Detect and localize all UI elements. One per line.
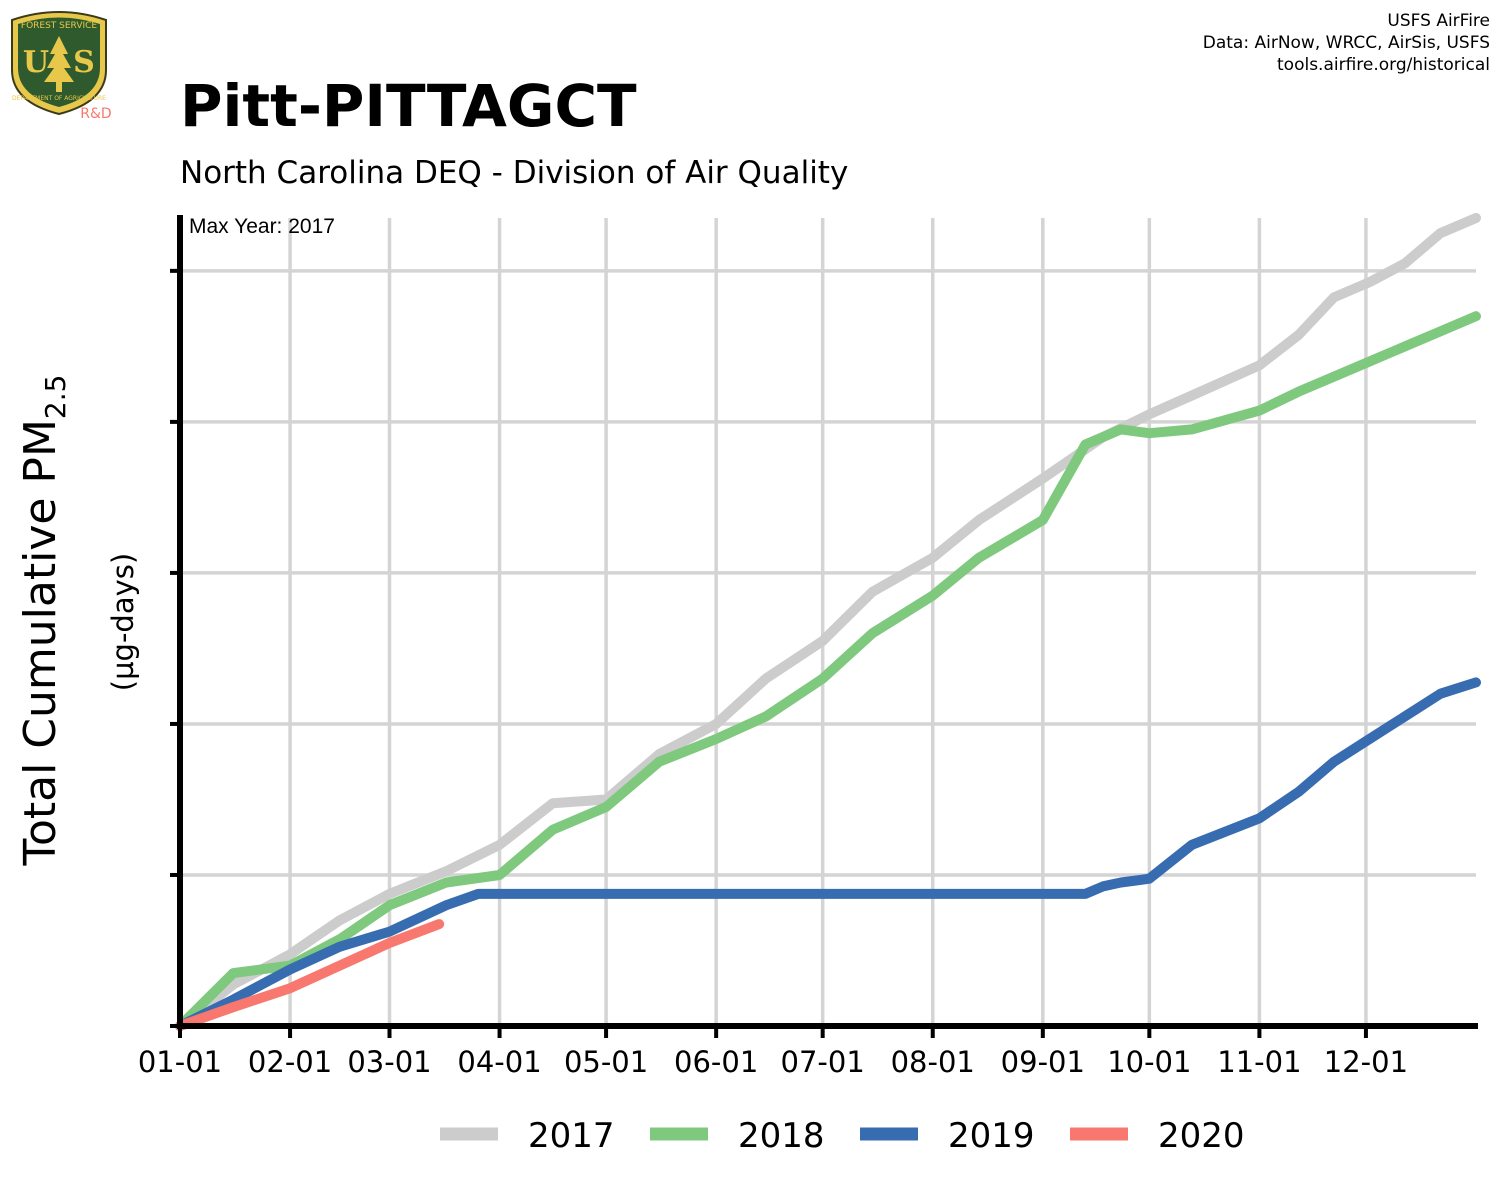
series-line-2017	[175, 213, 1481, 1031]
series-line-2019	[175, 677, 1481, 1031]
x-tick-label: 05-01	[564, 1045, 648, 1079]
chart-title: Pitt-PITTAGCT	[180, 72, 637, 140]
tree-icon	[44, 36, 74, 92]
x-tick-label: 10-01	[1107, 1045, 1191, 1079]
credits-block: USFS AirFire Data: AirNow, WRCC, AirSis,…	[1203, 10, 1490, 76]
logo-department-text: DEPARTMENT OF AGRICULTURE	[12, 95, 106, 102]
y-axis-label: Total Cumulative PM2.5	[15, 375, 72, 867]
legend-label-2019: 2019	[948, 1116, 1035, 1156]
credit-line-3: tools.airfire.org/historical	[1277, 55, 1490, 75]
x-tick-label: 04-01	[457, 1045, 541, 1079]
legend: 2017 2018 2019 2020	[440, 1116, 1245, 1156]
x-tick-label: 11-01	[1217, 1045, 1301, 1079]
x-tick-label: 09-01	[1001, 1045, 1085, 1079]
credit-line-1: USFS AirFire	[1387, 11, 1490, 31]
x-tick-label: 08-01	[891, 1045, 975, 1079]
credit-line-2: Data: AirNow, WRCC, AirSis, USFS	[1202, 33, 1490, 53]
legend-label-2018: 2018	[738, 1116, 825, 1156]
legend-label-2017: 2017	[528, 1116, 615, 1156]
y-axis-label-pm: Total Cumulative PM	[15, 419, 66, 866]
series-line-2018	[175, 311, 1481, 1031]
x-tick-label: 07-01	[781, 1045, 865, 1079]
y-axis-units-label: (µg-days)	[106, 553, 140, 691]
max-year-annotation: Max Year: 2017	[189, 215, 335, 238]
x-tick-label: 01-01	[138, 1045, 222, 1079]
logo-letter-u: U	[23, 45, 49, 80]
x-tick-label: 03-01	[347, 1045, 431, 1079]
logo-letter-s: S	[73, 45, 95, 80]
logo-forest-service-text: FOREST SERVICE	[21, 21, 98, 31]
legend-label-2020: 2020	[1158, 1116, 1245, 1156]
tick-layer: 01-01 02-01 03-01 04-01 05-01 06-01 07-01 08-01…	[138, 268, 1408, 1079]
x-tick-label: 06-01	[674, 1045, 758, 1079]
y-axis-label-main: Total Cumulative PM2.5	[15, 375, 72, 867]
logo-rd-text: R&D	[80, 106, 111, 118]
usfs-shield-logo: FOREST SERVICE U S DEPARTMENT OF AGRICUL…	[11, 11, 112, 118]
series-line-2020	[175, 919, 445, 1031]
x-tick-label: 02-01	[248, 1045, 332, 1079]
chart-subtitle: North Carolina DEQ - Division of Air Qua…	[180, 155, 849, 191]
y-axis-label-subscript: 2.5	[39, 375, 72, 420]
series-layer	[175, 213, 1481, 1031]
x-tick-label: 12-01	[1324, 1045, 1408, 1079]
